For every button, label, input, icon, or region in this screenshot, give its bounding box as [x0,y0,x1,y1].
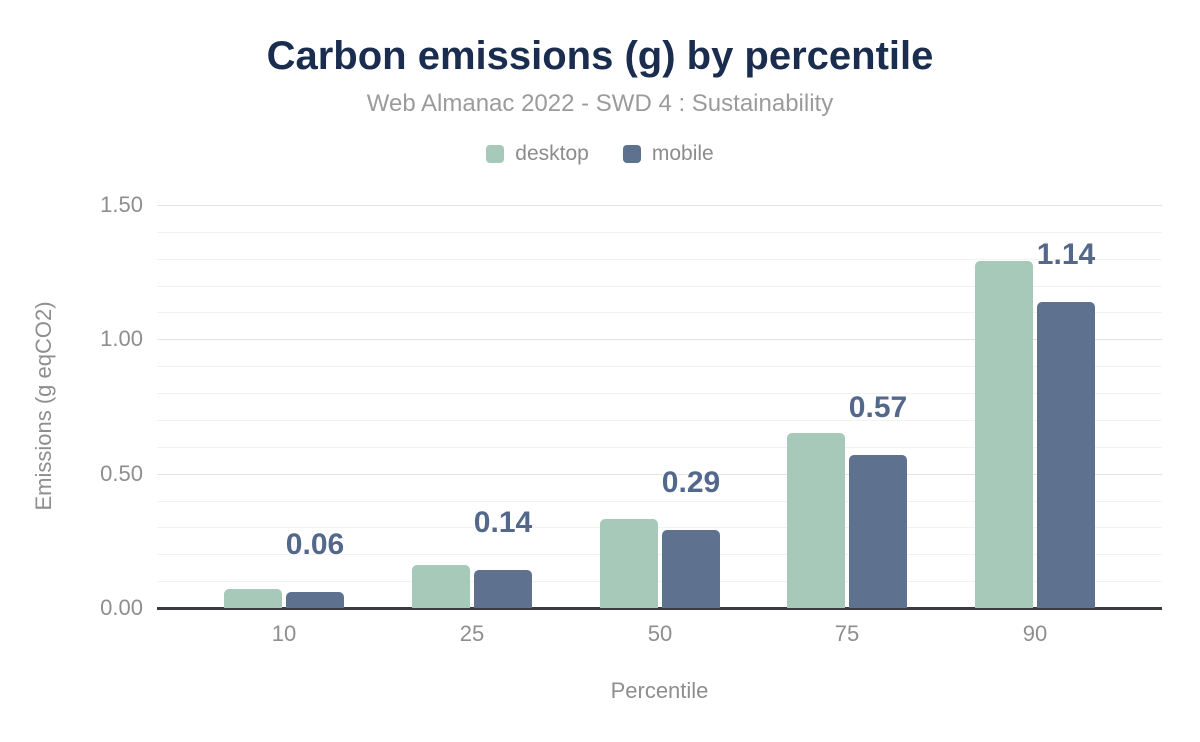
x-tick-label-90: 90 [1022,621,1048,646]
legend: desktop mobile [0,142,1200,166]
gridline-minor [157,554,1162,555]
bar-mobile-p90 [1037,302,1095,608]
gridline-minor [157,393,1162,394]
gridline-minor [157,366,1162,367]
x-axis-baseline [157,607,1162,610]
gridline-minor [157,581,1162,582]
gridline-major [157,474,1162,475]
x-tick-label-10: 10 [271,621,297,646]
x-tick-label-75: 75 [834,621,860,646]
bar-desktop-p25 [412,565,470,608]
gridline-minor [157,447,1162,448]
chart-subtitle: Web Almanac 2022 - SWD 4 : Sustainabilit… [366,90,834,117]
y-tick-label: 0.50 [100,461,143,486]
x-tick-label-50: 50 [647,621,673,646]
gridline-major [157,205,1162,206]
gridline-minor [157,420,1162,421]
bar-desktop-p10 [224,589,282,608]
bar-mobile-p10 [286,592,344,608]
bar-desktop-p50 [600,519,658,608]
bar-mobile-p50 [662,530,720,608]
legend-label-mobile: mobile [651,142,714,165]
gridline-minor [157,312,1162,313]
gridline-major [157,339,1162,340]
value-label-p25: 0.14 [473,506,533,539]
value-label-p90: 1.14 [1036,238,1096,271]
legend-item-mobile[interactable]: mobile [622,142,714,166]
legend-swatch-desktop [486,145,505,163]
y-tick-label: 1.50 [100,192,143,217]
gridline-minor [157,232,1162,233]
bar-mobile-p75 [849,455,907,608]
chart-title: Carbon emissions (g) by percentile [266,34,934,78]
bar-mobile-p25 [474,570,532,608]
legend-item-desktop[interactable]: desktop [486,142,589,166]
gridline-minor [157,501,1162,502]
x-tick-label-25: 25 [459,621,485,646]
y-tick-label: 0.00 [100,595,143,620]
value-label-p75: 0.57 [848,391,908,424]
value-label-p50: 0.29 [661,466,721,499]
bar-desktop-p75 [787,433,845,608]
legend-swatch-mobile [622,145,641,163]
gridline-minor [157,286,1162,287]
gridline-minor [157,527,1162,528]
gridline-minor [157,259,1162,260]
y-axis-title: Emissions (g eqCO2) [31,301,56,511]
x-axis-title: Percentile [610,678,709,703]
legend-label-desktop: desktop [515,142,589,165]
value-label-p10: 0.06 [285,528,345,561]
y-tick-label: 1.00 [100,326,143,351]
bar-desktop-p90 [975,261,1033,608]
